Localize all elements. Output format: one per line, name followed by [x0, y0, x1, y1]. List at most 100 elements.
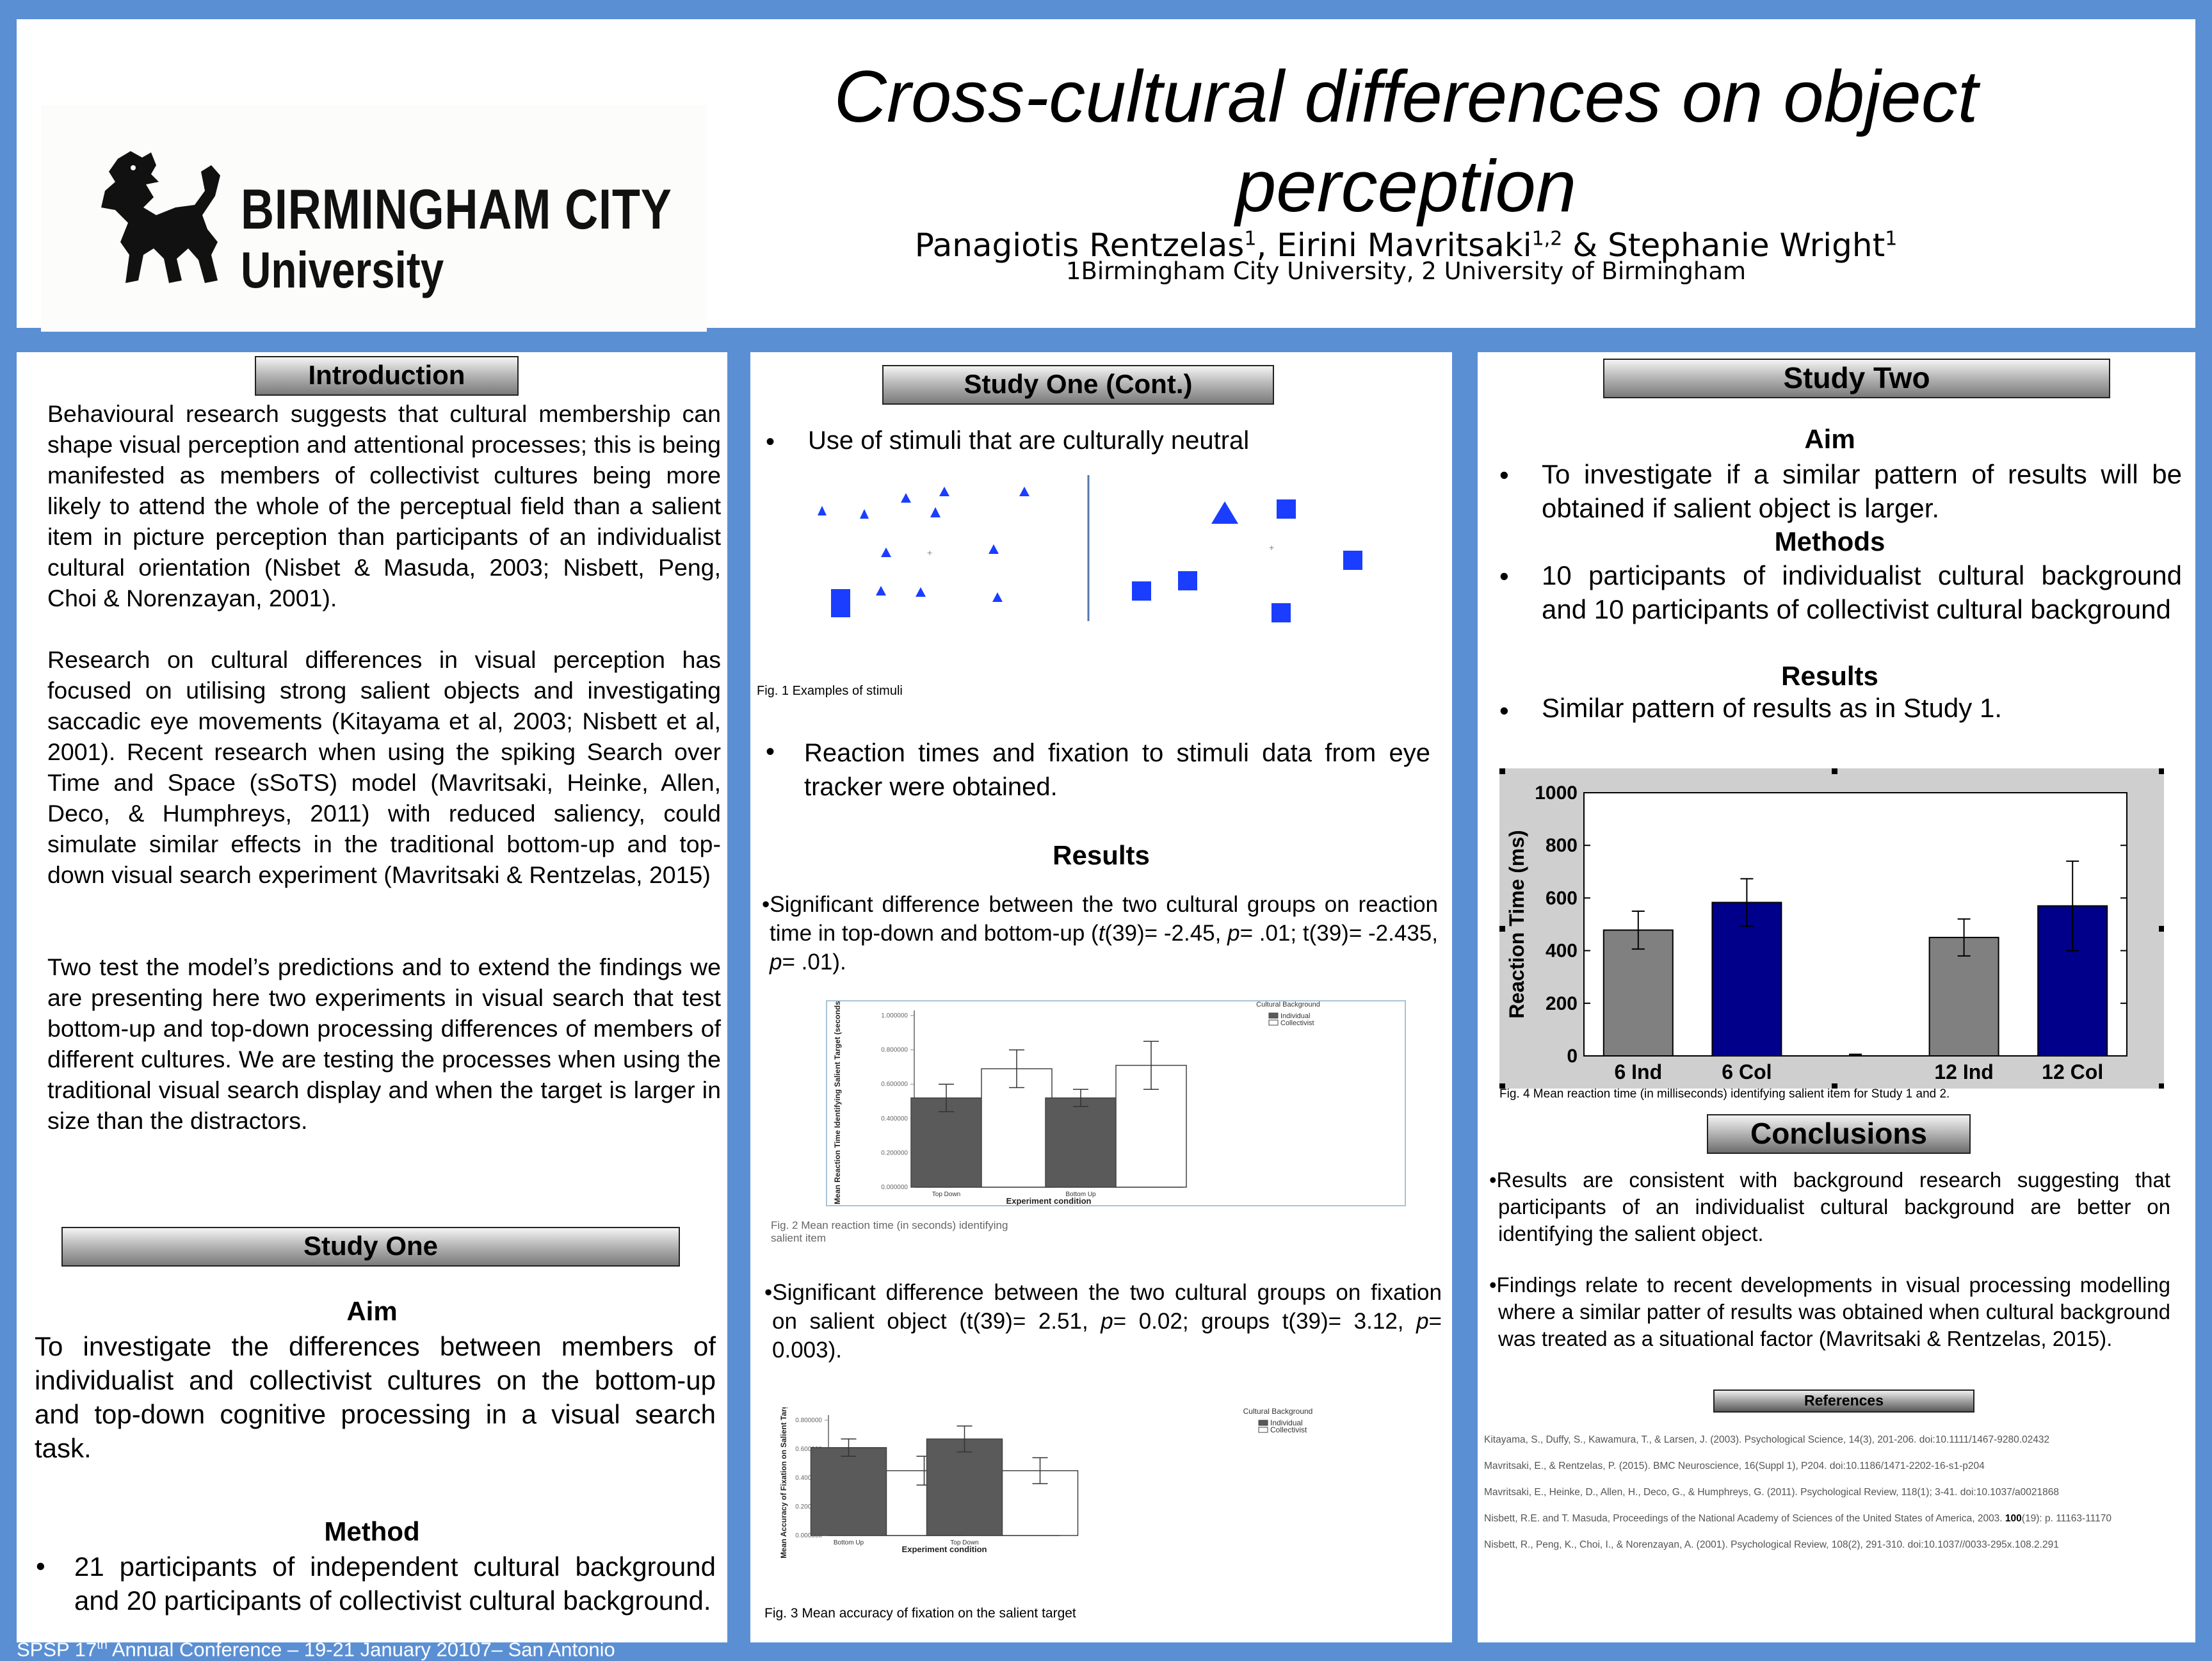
y-tick-label: 0.200000 [795, 1503, 822, 1511]
stimulus-square [1343, 551, 1362, 570]
bar-individual [910, 1097, 982, 1188]
reference-1: Kitayama, S., Duffy, S., Kawamura, T., &… [1484, 1434, 2050, 1445]
y-tick-label: 0.400000 [881, 1115, 908, 1122]
stimulus-triangle [901, 493, 911, 503]
study-two-results-heading: Results [1781, 661, 1878, 691]
x-tick-label: 6 Ind [1614, 1060, 1662, 1083]
stimulus-triangle [860, 509, 869, 519]
stimulus-square [1132, 581, 1151, 601]
x-axis-label: Experiment condition [902, 1544, 987, 1554]
left-column: Introduction Behavioural research sugges… [17, 352, 727, 1642]
lion-logo-icon [101, 151, 220, 283]
reference-5: Nisbett, R., Peng, K., Choi, I., & Noren… [1484, 1539, 2059, 1550]
authors: Panagiotis Rentzelas1, Eirini Mavritsaki… [708, 227, 2104, 264]
conclusion-2: •Findings relate to recent developments … [1489, 1273, 2170, 1350]
result-2-text-c: = 0.003). [772, 1309, 1442, 1363]
reference-2: Mavritsaki, E., & Rentzelas, P. (2015). … [1484, 1461, 1985, 1471]
x-tick-label: Top Down [932, 1191, 960, 1198]
result-2-p2: p [1416, 1309, 1429, 1334]
stimulus-square [1271, 603, 1291, 622]
result-1-p1: p [1227, 921, 1240, 946]
logo-name-line2: University [241, 241, 444, 298]
x-tick-label: Bottom Up [1065, 1191, 1096, 1198]
study-two-methods-bullet: 10 participants of individualist cultura… [1542, 560, 2182, 624]
reaction-bullet-marker: • [766, 738, 775, 766]
x-tick-label: Bottom Up [834, 1539, 864, 1546]
bar-col [1711, 902, 1782, 1057]
conclusions-heading: Conclusions [1707, 1114, 1971, 1154]
conference-footer: SPSP 17th Annual Conference – 19-21 Janu… [17, 1638, 615, 1661]
x-tick-label: 12 Ind [1934, 1060, 1993, 1083]
result-1-text-d: = .01). [782, 950, 846, 975]
legend-label: Collectivist [1280, 1019, 1314, 1027]
affiliations: 1Birmingham City University, 2 Universit… [1065, 257, 1747, 285]
result-2-text-a: •Significant difference between the two … [764, 1280, 1442, 1334]
poster-title-line2: perception [1235, 146, 1577, 227]
fixation-cross: + [1269, 542, 1274, 553]
legend-swatch [1268, 1019, 1279, 1026]
result-1: •Significant difference between the two … [762, 890, 1438, 976]
stimulus-triangle [992, 592, 1003, 602]
stimuli-figure: + + [818, 475, 1362, 622]
study-one-aim-heading: Aim [346, 1296, 398, 1326]
x-axis-label: Experiment condition [1006, 1196, 1092, 1206]
selection-handle [1832, 1083, 1837, 1089]
references-heading: References [1713, 1390, 1974, 1413]
selection-handle [2159, 1083, 2164, 1089]
result-1-text-a: •Significant difference between the two … [762, 892, 1438, 946]
y-axis-label: Mean Accuracy of Fixation on Salient Tar… [779, 1407, 788, 1559]
legend-swatch [1258, 1427, 1268, 1433]
intro-paragraph-2: Research on cultural differences in visu… [47, 646, 721, 888]
y-tick-label: 800 [1546, 835, 1578, 856]
y-tick-label: 0.000000 [881, 1184, 908, 1191]
result-1-text-b: (39)= -2.45, [1104, 921, 1228, 946]
y-tick-label: 600 [1546, 887, 1578, 909]
conference-sup: th [97, 1638, 108, 1652]
study-one-method-bullet: 21 participants of independent cultural … [74, 1552, 716, 1616]
y-tick-label: 0.200000 [881, 1149, 908, 1156]
stimulus-triangle [989, 544, 999, 554]
x-tick-label: Top Down [950, 1539, 978, 1546]
y-tick-label: 200 [1546, 993, 1578, 1014]
fig2-chart-frame [826, 1000, 1406, 1206]
selection-handle [2159, 768, 2164, 774]
stimulus-triangle [818, 506, 827, 515]
conference-name: SPSP 17 [17, 1638, 97, 1661]
study-two-aim-heading: Aim [1804, 424, 1855, 454]
y-axis-label: Reaction Time (ms) [1505, 830, 1528, 1019]
poster-title-line1: Cross-cultural differences on object [834, 56, 1978, 138]
legend-label: Collectivist [1270, 1425, 1307, 1434]
bar-collectivist [981, 1068, 1053, 1188]
x-tick-label: 6 Col [1722, 1060, 1772, 1083]
fig4-chart: 0 200 400 600 800 1000 6 Ind 6 Col 12 Ind 12 Col R… [1499, 768, 2164, 1089]
y-tick-label: 1000 [1535, 782, 1578, 804]
legend-title: Cultural Background [1243, 1407, 1313, 1416]
selection-handle [1832, 768, 1837, 774]
study-two-methods-heading: Methods [1774, 526, 1885, 556]
study-one-method-heading: Method [324, 1516, 420, 1546]
fixation-cross: + [927, 547, 932, 558]
stimulus-large-triangle [1211, 501, 1238, 524]
y-tick-label: 0.600000 [795, 1446, 822, 1453]
introduction-heading: Introduction [255, 356, 519, 396]
result-1-p2: p [770, 950, 782, 975]
y-tick-label: 0.800000 [881, 1047, 908, 1054]
y-tick-label: 0.000000 [795, 1532, 822, 1539]
intro-paragraph-3: Two test the model’s predictions and to … [47, 953, 721, 1134]
aim-bullet-marker: • [1499, 460, 1509, 490]
result-2-text-b: = 0.02; groups t(39)= 3.12, [1113, 1309, 1417, 1334]
reference-3: Mavritsaki, E., Heinke, D., Allen, H., D… [1484, 1487, 2060, 1498]
reference-4-b: 100 [2005, 1513, 2022, 1524]
author-1: Panagiotis Rentzelas [914, 227, 1245, 264]
fig2-caption: Fig. 2 Mean reaction time (in seconds) i… [771, 1219, 1008, 1244]
plot-area [1583, 792, 2127, 1057]
legend-swatch [1268, 1012, 1279, 1019]
bar-individual [810, 1447, 887, 1536]
result-1-text-c: = .01; t(39)= -2.435, [1239, 921, 1438, 946]
study-one-aim-text: To investigate the differences between m… [35, 1331, 716, 1463]
middle-column: Study One (Cont.) • Use of stimuli that … [750, 352, 1452, 1642]
legend-title: Cultural Background [1256, 1001, 1320, 1009]
legend-swatch [1258, 1420, 1268, 1426]
result-2: •Significant difference between the two … [764, 1278, 1442, 1365]
stimulus-triangle [916, 587, 926, 597]
